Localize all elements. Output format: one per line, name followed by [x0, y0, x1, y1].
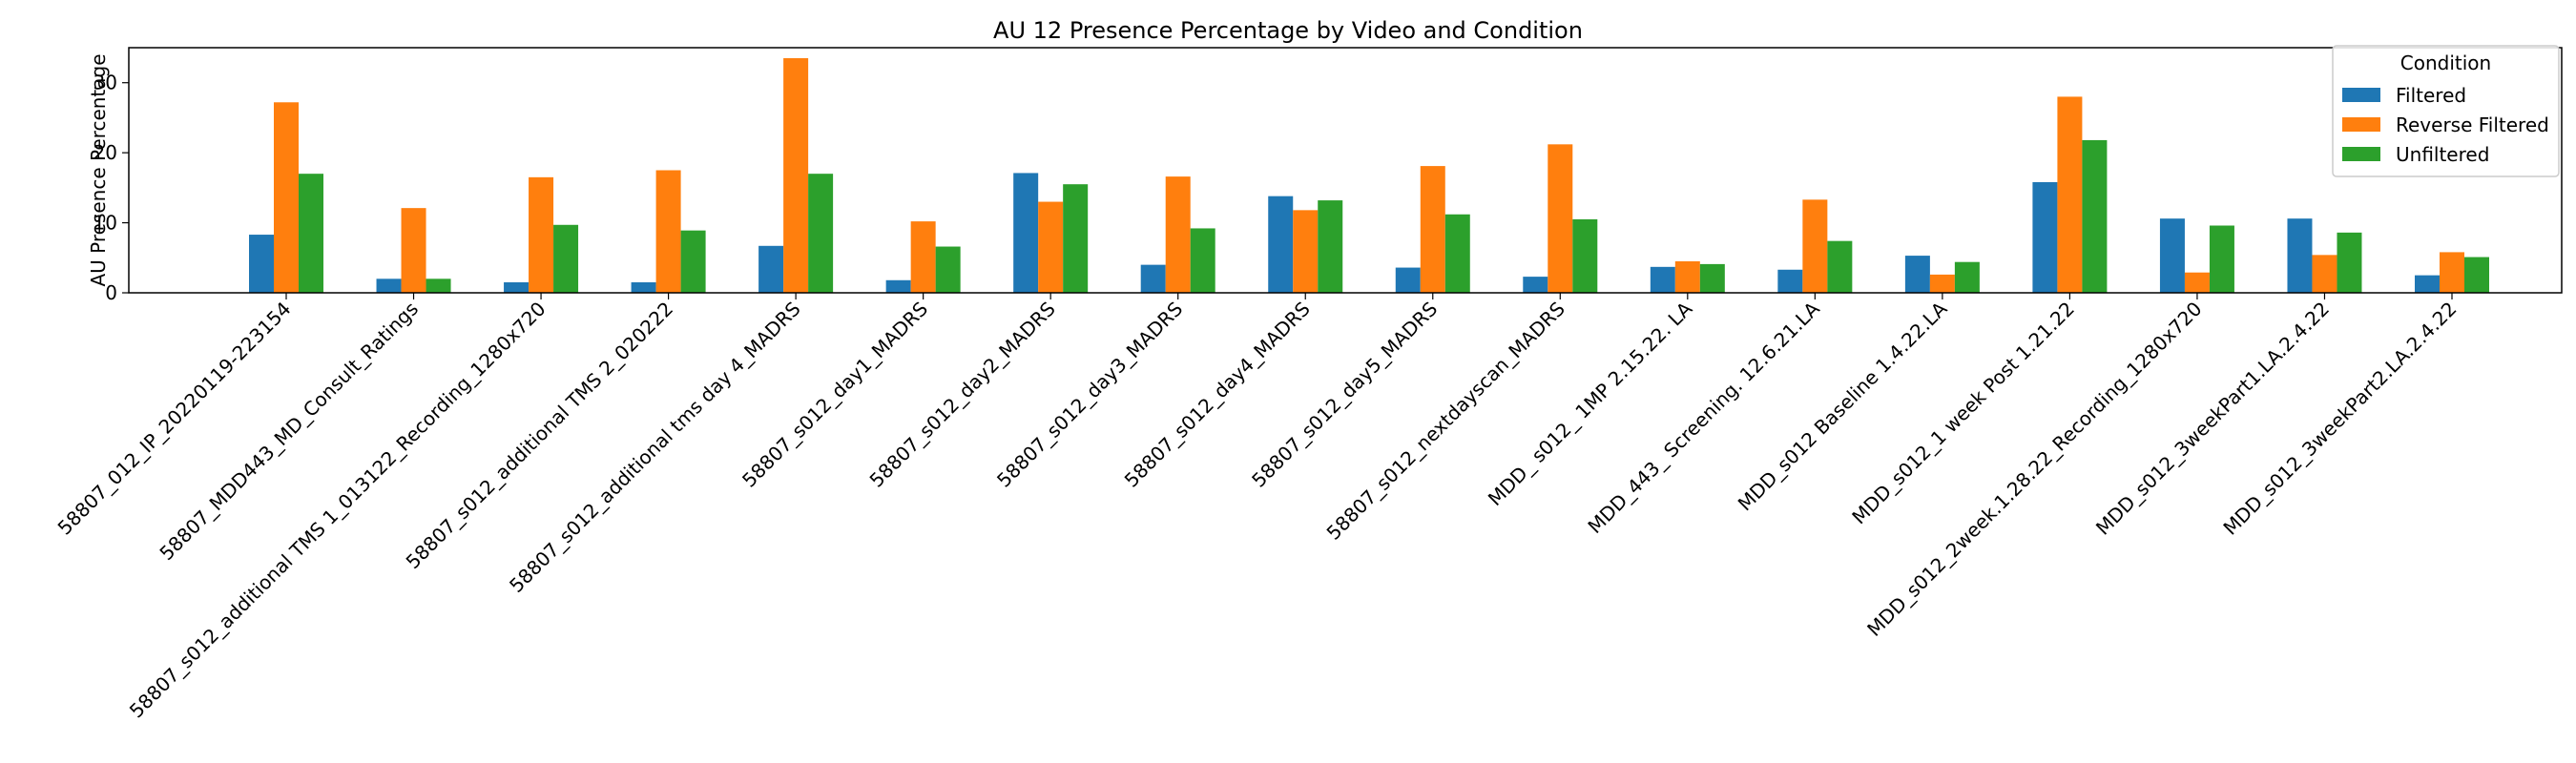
bar-unfiltered-16	[2337, 232, 2362, 293]
y-axis-label: AU Presence Percentage	[87, 53, 110, 286]
bar-unfiltered-17	[2464, 257, 2489, 293]
bars-group	[249, 58, 2489, 294]
bar-unfiltered-14	[2082, 139, 2108, 293]
legend-swatch-filtered	[2342, 88, 2380, 102]
bar-filtered-9	[1395, 267, 1421, 293]
bar-reverse-filtered-16	[2312, 255, 2337, 293]
bar-filtered-0	[249, 235, 274, 293]
x-tick-label: MDD_s012_3weekPart1.LA.2.4.22	[2091, 298, 2334, 540]
bar-unfiltered-12	[1827, 240, 1853, 293]
bar-reverse-filtered-13	[1929, 274, 1955, 293]
bar-unfiltered-6	[1063, 184, 1089, 293]
bar-reverse-filtered-7	[1165, 176, 1191, 293]
y-tick-label: 0	[105, 281, 117, 304]
bar-filtered-16	[2287, 218, 2313, 293]
bar-reverse-filtered-1	[401, 208, 426, 293]
bar-unfiltered-8	[1318, 200, 1343, 293]
bar-filtered-14	[2032, 181, 2058, 293]
x-tick-label: 58807_s012_additional TMS 1_013122_Recor…	[125, 298, 551, 723]
bar-reverse-filtered-12	[1802, 199, 1828, 293]
legend-label-reverse-filtered: Reverse Filtered	[2396, 113, 2549, 136]
bar-reverse-filtered-0	[274, 102, 299, 293]
bar-filtered-10	[1523, 277, 1548, 293]
bar-unfiltered-3	[680, 230, 706, 293]
bar-unfiltered-7	[1190, 228, 1215, 293]
x-tick-label: 58807_012_IP_20220119-223154	[53, 298, 296, 540]
x-tick-label: MDD_s012 Baseline 1.4.22.LA	[1734, 297, 1952, 515]
x-tick-label: MDD_ s012_ 1MP 2.15.22. LA	[1484, 297, 1697, 510]
plot-area-frame	[128, 47, 2563, 294]
x-tick-label: MDD_s012_3weekPart2.LA.2.4.22	[2218, 298, 2461, 540]
bar-reverse-filtered-14	[2057, 96, 2083, 294]
x-tick-label: MDD_443_ Screening. 12.6.21.LA	[1583, 297, 1824, 538]
bar-reverse-filtered-4	[783, 58, 809, 294]
bar-filtered-5	[885, 279, 911, 293]
x-tick-label: 58807_s012_additional TMS 2_020222	[402, 298, 678, 574]
bar-filtered-15	[2159, 218, 2185, 293]
y-ticks-group: 0 10 20 30	[93, 72, 129, 304]
bar-unfiltered-5	[935, 246, 961, 293]
bar-filtered-1	[376, 278, 402, 293]
legend: Condition Filtered Reverse Filtered Unfilt…	[2332, 45, 2560, 177]
bar-reverse-filtered-8	[1293, 210, 1319, 293]
bar-reverse-filtered-3	[655, 170, 681, 293]
bar-filtered-3	[631, 281, 656, 293]
bar-unfiltered-2	[553, 224, 579, 293]
legend-title: Condition	[2400, 52, 2491, 74]
x-tick-label: 58807_s012_nextdayscan_MADRS	[1322, 298, 1569, 545]
bar-unfiltered-1	[426, 278, 451, 293]
bar-unfiltered-0	[299, 174, 323, 293]
bar-filtered-8	[1268, 196, 1294, 293]
x-tick-label: MDD_s012_1 week Post 1.21.22	[1847, 298, 2079, 529]
bar-unfiltered-4	[808, 174, 834, 293]
bar-unfiltered-10	[1572, 218, 1598, 293]
legend-swatch-reverse-filtered	[2342, 117, 2380, 132]
bar-unfiltered-15	[2209, 225, 2234, 293]
legend-label-unfiltered: Unfiltered	[2396, 143, 2489, 166]
bar-reverse-filtered-5	[910, 221, 936, 293]
x-ticks-group: 58807_012_IP_20220119-22315458807_MDD443…	[53, 293, 2462, 722]
bar-filtered-4	[758, 245, 784, 293]
bar-reverse-filtered-9	[1420, 166, 1445, 293]
bar-filtered-13	[1904, 256, 1930, 293]
y-tick-label: 30	[93, 72, 117, 94]
bar-filtered-2	[504, 281, 530, 293]
bar-reverse-filtered-6	[1038, 201, 1064, 293]
bar-unfiltered-11	[1699, 263, 1725, 293]
bar-unfiltered-9	[1444, 214, 1470, 293]
bar-reverse-filtered-15	[2184, 272, 2210, 293]
y-tick-label: 20	[93, 141, 117, 164]
x-tick-label: 58807_MDD443_MD_Consult_Ratings	[155, 298, 423, 566]
legend-swatch-unfiltered	[2342, 147, 2380, 161]
legend-box	[2332, 45, 2560, 177]
chart-title: AU 12 Presence Percentage by Video and C…	[993, 17, 1583, 44]
bar-reverse-filtered-2	[529, 176, 554, 293]
bar-filtered-17	[2415, 275, 2440, 293]
legend-items: Filtered Reverse Filtered Unfiltered	[2342, 84, 2549, 166]
bar-reverse-filtered-11	[1674, 260, 1700, 293]
legend-label-filtered: Filtered	[2396, 84, 2466, 107]
x-tick-label: 58807_s012_additional tms day 4_MADRS	[505, 298, 805, 598]
bar-filtered-6	[1013, 173, 1039, 293]
y-tick-label: 10	[93, 212, 117, 235]
bar-filtered-7	[1140, 264, 1166, 293]
bar-filtered-11	[1650, 266, 1675, 293]
bar-reverse-filtered-17	[2440, 252, 2464, 293]
bar-unfiltered-13	[1954, 261, 1980, 293]
bar-reverse-filtered-10	[1548, 144, 1573, 293]
bar-filtered-12	[1777, 269, 1803, 293]
